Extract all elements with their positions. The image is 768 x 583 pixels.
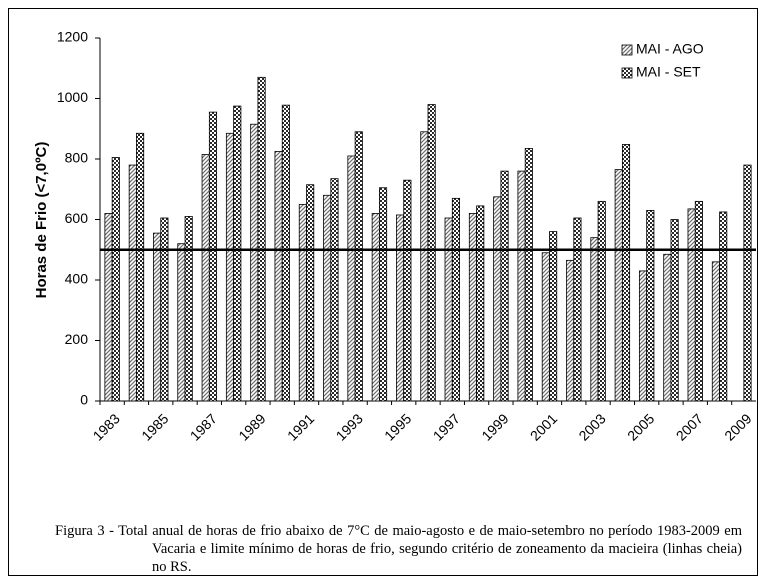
bar [281,104,290,402]
bar [257,76,266,402]
legend-label: MAI - SET [636,64,701,80]
legend-swatch [621,44,633,56]
bar [566,259,575,402]
y-tick-label: 400 [65,271,89,287]
bar [323,194,332,402]
bar [177,243,186,402]
bar [420,131,429,402]
bar [614,169,623,402]
x-tick-label: 1989 [235,410,268,443]
bar [517,170,526,402]
y-axis-label: Horas de Frio (<7,0ºC) [33,142,50,299]
bar [663,253,672,402]
bar [524,148,533,402]
bar [153,232,162,402]
bar [468,213,477,402]
x-tick-label: 1983 [90,410,123,443]
chart: Horas de Frio (<7,0ºC) 0 200 400 600 800 1000… [33,29,756,444]
bar [104,213,113,402]
bar [549,231,558,402]
y-tick-label: 800 [65,150,89,166]
bar [541,252,550,402]
legend-label: MAI - AGO [636,41,704,57]
legend-swatch [621,67,633,79]
bar [111,157,120,402]
bar [128,164,137,402]
bar [250,123,259,402]
x-tick-label: 2001 [527,410,560,443]
x-tick-label: 1999 [478,410,511,443]
bar [396,214,405,402]
bar [306,184,315,402]
bar [347,155,356,402]
bar [379,187,388,402]
bar [371,213,380,402]
bar [225,132,235,402]
bar [201,154,210,402]
x-tick-label: 2003 [575,410,608,443]
bar [298,203,307,402]
bar [476,205,485,402]
x-tick-label: 2009 [721,410,754,443]
bar [638,270,648,402]
figure-frame [8,8,758,576]
bar [233,105,242,402]
x-tick-label: 1991 [284,410,317,443]
x-tick-label: 2005 [624,410,657,443]
caption: Figura 3 - Total anual de horas de frio … [55,523,742,575]
y-tick-label: 600 [65,210,89,226]
x-tick-label: 1997 [430,410,463,443]
bar [719,211,728,402]
bar [646,210,655,402]
y-tick-label: 0 [80,392,88,408]
bar [354,131,363,402]
bar [500,170,509,402]
x-tick-label: 2007 [673,410,706,443]
y-tick-label: 1200 [57,29,88,45]
bar [208,111,218,402]
x-tick-label: 1993 [333,410,366,443]
bar [621,144,631,402]
bar [184,216,193,402]
bar [274,151,283,402]
bar [670,219,679,402]
bar [403,179,412,402]
bar [427,104,436,402]
x-tick-label: 1995 [381,410,414,443]
y-tick-label: 200 [65,331,89,347]
bar [694,200,703,402]
x-tick-label: 1987 [187,410,220,443]
y-tick-label: 1000 [57,89,88,105]
bar [590,237,599,402]
bar [451,197,460,402]
bar [330,178,339,402]
x-tick-label: 1985 [138,410,171,443]
bar [160,217,169,402]
bar [444,217,453,402]
bar [573,217,582,402]
bar [711,261,720,402]
bar [743,164,752,402]
bar [136,132,145,402]
bar [687,208,696,402]
bar [493,196,502,402]
bar [597,200,606,402]
